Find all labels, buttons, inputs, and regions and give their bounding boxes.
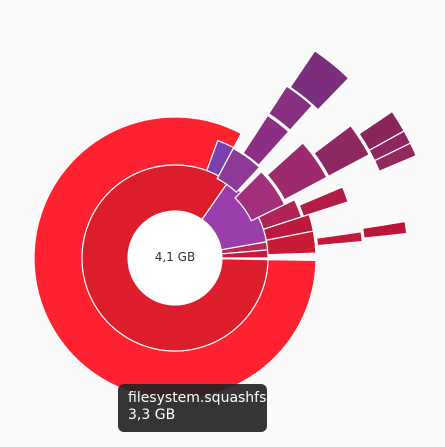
ring-segment-purple-outer-2[interactable]	[267, 85, 314, 132]
ring-segment-magenta-outer-1[interactable]	[266, 142, 328, 201]
ring-segment-purple-mid[interactable]	[216, 147, 261, 194]
ring-segment-crimson-mid-2[interactable]	[262, 213, 315, 241]
ring-segment-crimson-outer-1[interactable]	[298, 186, 349, 218]
ring-segment-inner-red[interactable]	[81, 164, 269, 352]
ring-segment-magenta-mid[interactable]	[234, 170, 286, 222]
ring-segment-violet[interactable]	[206, 139, 235, 177]
ring-segment-magenta-outer-4[interactable]	[368, 130, 412, 162]
tooltip-file-size: 3,3 GB	[128, 407, 176, 423]
total-size-label: 4,1 GB	[154, 250, 196, 264]
ring-segment-crimson-mid-1[interactable]	[257, 198, 303, 231]
ring-segment-purple-outer-3[interactable]	[289, 49, 350, 111]
chart-center-hole	[129, 212, 221, 304]
ring-segment-magenta-outer-5[interactable]	[373, 142, 417, 173]
ring-segment-crimson-outer-3[interactable]	[361, 220, 408, 239]
tooltip-file-name: filesystem.squashfs	[128, 390, 267, 406]
ring-segment-crimson-outer-2[interactable]	[315, 231, 363, 247]
ring-segment-magenta-outer-2[interactable]	[313, 124, 371, 178]
ring-segment-purple-outer-1[interactable]	[242, 114, 290, 166]
ring-segment-crimson-mid-3[interactable]	[265, 230, 317, 256]
segment-tooltip: filesystem.squashfs 3,3 GB	[118, 384, 267, 432]
ring-segment-magenta-outer-3[interactable]	[358, 110, 405, 152]
